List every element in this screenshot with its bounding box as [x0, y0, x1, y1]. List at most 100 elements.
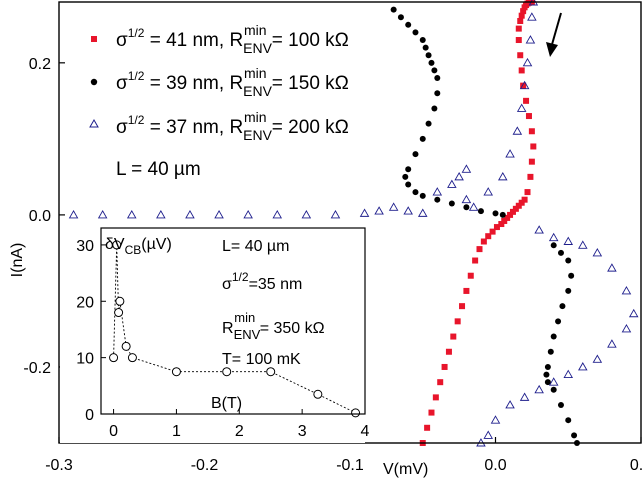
data-point [512, 205, 519, 212]
data-point [425, 52, 432, 59]
data-point [405, 166, 412, 173]
data-point [492, 210, 499, 217]
x-tick-label: 0.1 [630, 457, 642, 474]
data-point [525, 35, 536, 44]
data-point [403, 206, 413, 215]
data-point [628, 308, 639, 318]
data-point [425, 120, 432, 127]
inset-y-axis-label: δVCB(µV) [105, 236, 172, 257]
data-point [434, 196, 441, 203]
data-point [450, 333, 457, 340]
data-point [461, 194, 472, 204]
data-point [419, 192, 426, 199]
data-point [521, 196, 528, 203]
data-point [568, 272, 575, 279]
data-point [432, 187, 443, 196]
data-point [441, 363, 448, 370]
inset-background [60, 228, 365, 443]
inset-data-point [121, 341, 131, 351]
data-point [428, 59, 435, 66]
legend-entry-series-2: σ1/2 = 39 nm, RENVmin = 150 kΩ [116, 65, 349, 99]
data-point [555, 318, 562, 325]
legend: σ1/2 = 41 nm, RENVmin = 100 kΩ σ1/2 = 39… [89, 22, 349, 180]
inset-y-tick-label: 30 [76, 238, 94, 255]
data-point [388, 202, 399, 211]
data-point [517, 52, 524, 59]
data-point [499, 211, 506, 218]
inset-temperature-annotation: T= 100 mK [222, 351, 301, 368]
inset-x-tick-label: 0 [109, 423, 118, 440]
inset-data-point [115, 296, 125, 306]
inset-data-point [171, 367, 181, 377]
data-point [497, 171, 508, 181]
arrow-icon [550, 12, 562, 49]
data-point [419, 135, 426, 142]
data-point [501, 217, 508, 224]
data-point [468, 202, 479, 211]
data-point [272, 209, 283, 219]
x-tick-label: -0.3 [45, 457, 73, 474]
data-point [463, 287, 470, 294]
inset-x-tick-label: 3 [298, 423, 307, 440]
data-point [527, 173, 534, 180]
data-point [454, 318, 461, 325]
data-point [557, 401, 564, 408]
legend-marker-series-1 [91, 36, 97, 42]
data-point [517, 18, 524, 25]
data-point [243, 209, 253, 219]
inset-renv-annotation: RENVmin = 350 kΩ [222, 310, 325, 342]
data-point [412, 29, 419, 36]
data-point [405, 21, 412, 28]
legend-marker-series-2 [90, 78, 98, 86]
data-point [515, 37, 522, 44]
y-tick-label: 0.2 [29, 56, 51, 73]
data-point [520, 82, 527, 89]
data-point [445, 348, 452, 355]
data-point [544, 363, 551, 370]
data-point [515, 25, 522, 32]
data-point [424, 424, 431, 431]
data-point [431, 67, 438, 74]
data-point [621, 324, 632, 333]
data-point [419, 37, 426, 44]
data-point [402, 173, 409, 180]
data-point [480, 238, 487, 245]
data-point [621, 286, 632, 295]
data-point [557, 249, 564, 256]
series-1 [419, 0, 537, 446]
data-point [565, 287, 572, 294]
data-point [489, 228, 496, 235]
data-point [592, 248, 603, 257]
data-point [448, 200, 455, 207]
inset-y-tick-label: 20 [76, 294, 94, 311]
x-tick-label: 0.0 [484, 457, 506, 474]
x-axis-label: V(mV) [383, 461, 428, 478]
data-point [432, 394, 439, 401]
data-point [547, 348, 554, 355]
data-point [374, 206, 384, 215]
data-point [525, 113, 532, 120]
data-point [405, 181, 412, 188]
data-point [97, 209, 108, 219]
data-point [156, 209, 166, 219]
data-point [578, 240, 588, 249]
inset-line [113, 244, 356, 414]
data-point [518, 199, 525, 206]
inset-data-point [127, 353, 137, 363]
data-point [565, 257, 572, 264]
data-point [563, 236, 574, 245]
data-point [544, 379, 551, 386]
data-point [431, 105, 438, 112]
data-point [454, 171, 464, 181]
inset-data-point [266, 367, 276, 377]
data-point [490, 415, 501, 424]
y-tick-label: -0.2 [23, 360, 51, 377]
data-point [592, 354, 603, 363]
data-point [428, 409, 435, 416]
data-point [359, 208, 370, 217]
inset-data-point [109, 353, 119, 363]
legend-entry-series-1: σ1/2 = 41 nm, RENVmin = 100 kΩ [116, 22, 349, 56]
data-point [434, 90, 441, 97]
data-point [528, 128, 535, 135]
data-point [512, 126, 523, 135]
